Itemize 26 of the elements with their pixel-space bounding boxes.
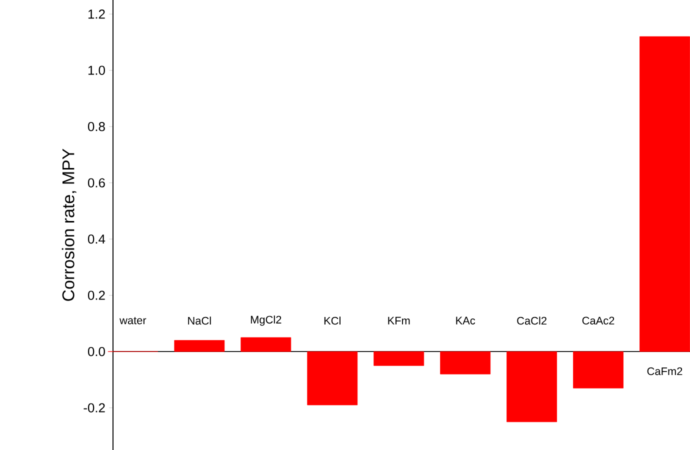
y-tick-label: -0.2 <box>84 403 105 412</box>
bar <box>640 36 690 352</box>
x-tick-label: KAc <box>456 316 476 324</box>
bar <box>374 351 424 366</box>
y-tick-label: 0.2 <box>88 290 105 300</box>
bar <box>440 351 491 374</box>
x-tick-label: CaCl2 <box>517 316 546 325</box>
bar <box>573 351 624 388</box>
y-tick-label: 0.6 <box>88 178 105 188</box>
x-tick-label: MgCl2 <box>250 316 282 326</box>
bar <box>240 337 292 352</box>
x-tick-label: NaCl <box>188 316 211 325</box>
y-tick-label: 0.0 <box>88 346 105 356</box>
bar <box>506 351 557 422</box>
x-tick-label: KCl <box>324 316 340 325</box>
y-axis-title: Corrosion rate, MPY <box>62 148 76 301</box>
y-tick-label: 0.8 <box>88 122 105 132</box>
y-tick-label: 1.2 <box>88 10 105 19</box>
y-tick-label: 1.0 <box>88 66 105 75</box>
y-tick-label: 0.4 <box>88 234 106 244</box>
bar <box>174 340 225 352</box>
x-tick-label: KFm <box>388 316 410 324</box>
x-tick-label: CaAc2 <box>582 316 614 325</box>
x-tick-label: CaFm2 <box>647 367 682 376</box>
bar <box>307 351 358 406</box>
x-tick-label: water <box>120 317 146 324</box>
